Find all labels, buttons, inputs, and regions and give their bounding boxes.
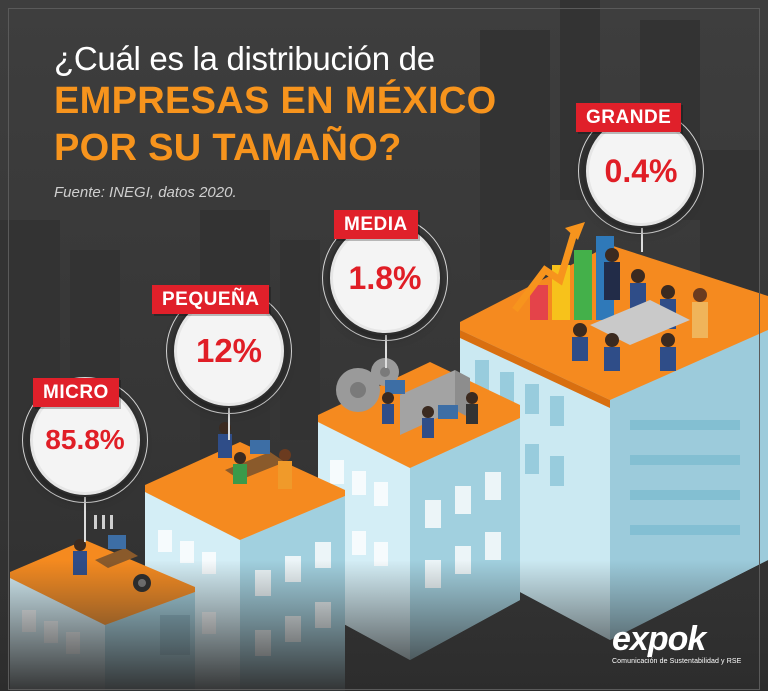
brand-name: expok: [612, 620, 706, 658]
source-note: Fuente: INEGI, datos 2020.: [54, 184, 237, 201]
headline-line-1: EMPRESAS EN MÉXICO: [54, 80, 497, 122]
marker-ring: [22, 377, 148, 503]
marker-stick: [228, 390, 230, 440]
value-pequena: 12%: [174, 296, 284, 406]
value-media: 1.8%: [330, 223, 440, 333]
marker-stick: [385, 318, 387, 368]
question-text: ¿Cuál es la distribución de: [54, 40, 435, 77]
label-media: MEDIA: [334, 210, 418, 239]
brand-tagline: Comunicación de Sustentabilidad y RSE: [612, 658, 742, 665]
grande-office-scene: [512, 222, 708, 371]
headline-line-2: POR SU TAMAÑO?: [54, 127, 402, 169]
marker-stick: [84, 484, 86, 542]
label-pequena: PEQUEÑA: [152, 285, 270, 314]
label-grande: GRANDE: [576, 103, 682, 132]
value-grande: 0.4%: [586, 116, 696, 226]
marker-stick: [641, 222, 643, 252]
label-micro: MICRO: [33, 378, 119, 407]
expok-logo: expok Comunicación de Sustentabilidad y …: [612, 622, 741, 665]
